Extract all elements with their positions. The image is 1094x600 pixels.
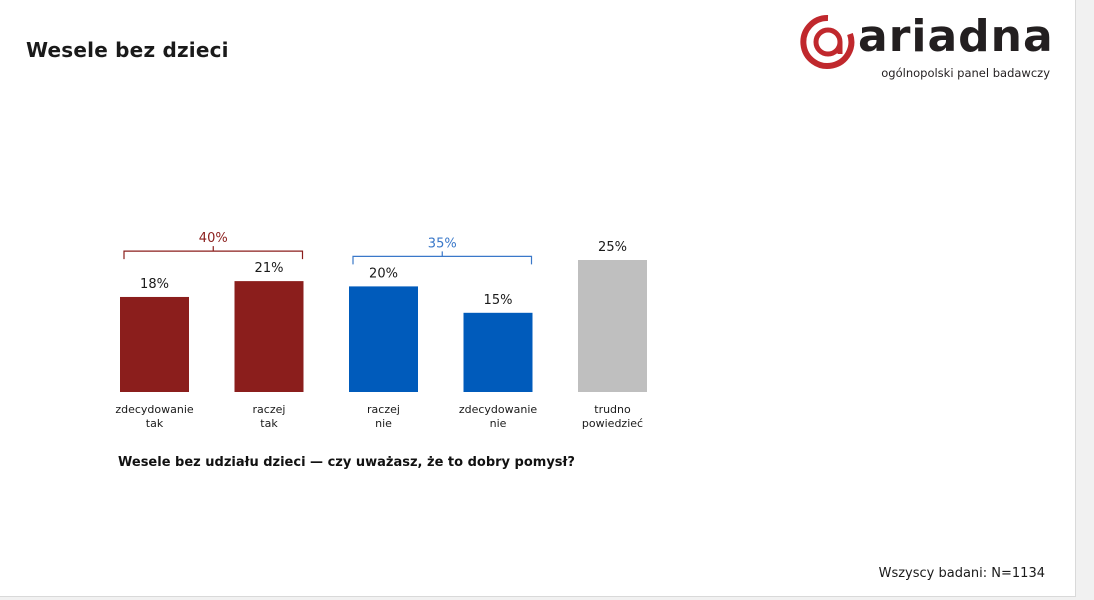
logo-tagline: ogólnopolski panel badawczy (881, 66, 1050, 80)
bar-4 (578, 260, 647, 392)
bar-1 (234, 281, 304, 392)
page-title: Wesele bez dzieci (26, 38, 229, 62)
ariadna-logo: ariadna ogólnopolski panel badawczy (800, 11, 1060, 88)
category-label-0: zdecydowanie tak (115, 403, 194, 430)
bar-0 (120, 296, 189, 392)
slide: Wesele bez dzieci ariadna ogólnopolski p… (0, 0, 1076, 597)
group-label-1: 35% (428, 236, 457, 251)
value-label-3: 15% (484, 293, 513, 308)
value-label-4: 25% (598, 240, 627, 255)
value-label-0: 18% (140, 277, 169, 292)
logo-mark-icon (800, 14, 855, 69)
category-label-2: raczej nie (367, 403, 400, 430)
value-label-2: 20% (369, 266, 398, 281)
sample-footnote: Wszyscy badani: N=1134 (878, 566, 1045, 581)
group-label-0: 40% (199, 231, 228, 246)
category-label-3: zdecydowanie nie (459, 403, 538, 430)
category-label-4: trudno powiedzieć (582, 403, 643, 430)
bar-2 (349, 286, 418, 392)
group-bracket-1 (352, 251, 533, 265)
group-bracket-0 (123, 246, 304, 260)
category-label-1: raczej tak (253, 403, 286, 430)
chart-question: Wesele bez udziału dzieci — czy uważasz,… (118, 455, 575, 470)
value-label-1: 21% (255, 261, 284, 276)
bar-3 (463, 312, 533, 392)
logo-wordmark: ariadna (858, 11, 1054, 62)
